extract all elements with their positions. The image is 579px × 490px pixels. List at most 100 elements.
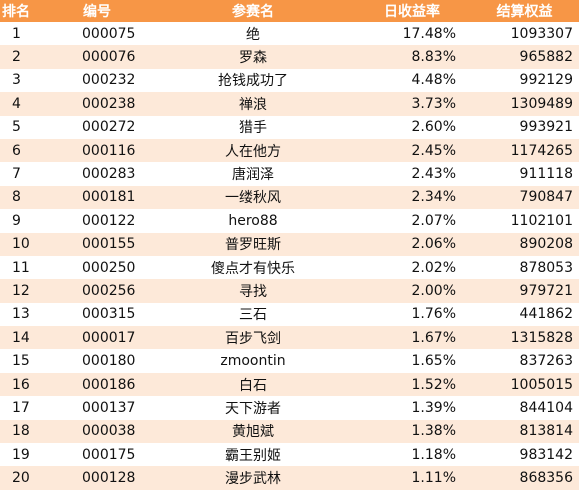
cell-id: 000180 (42, 349, 152, 373)
cell-equity: 1005015 (470, 372, 579, 397)
cell-daily-return: 3.73% (354, 92, 470, 116)
cell-daily-return: 2.00% (354, 279, 470, 303)
cell-equity: 441862 (470, 302, 579, 327)
column-header-rank: 排名 (0, 0, 42, 22)
cell-equity: 1315828 (470, 326, 579, 350)
cell-id: 000250 (42, 255, 152, 280)
cell-daily-return: 1.65% (354, 349, 470, 373)
cell-name: hero88 (152, 209, 354, 233)
cell-daily-return: 1.67% (354, 326, 470, 350)
cell-rank: 19 (0, 443, 42, 467)
cell-rank: 2 (0, 45, 42, 69)
cell-name: 傻点才有快乐 (152, 255, 354, 280)
table-row: 19 000175 霸王别姬 1.18% 983142 (0, 443, 579, 467)
table-row: 15 000180 zmoontin 1.65% 837263 (0, 349, 579, 373)
table-row: 20 000128 漫步武林 1.11% 868356 (0, 466, 579, 490)
table-row: 17 000137 天下游者 1.39% 844104 (0, 396, 579, 420)
cell-daily-return: 1.76% (354, 302, 470, 327)
cell-equity: 868356 (470, 466, 579, 490)
table-row: 13 000315 三石 1.76% 441862 (0, 302, 579, 327)
cell-id: 000272 (42, 115, 152, 139)
column-header-daily-return: 日收益率 (354, 0, 470, 22)
table-row: 8 000181 一缕秋风 2.34% 790847 (0, 185, 579, 210)
table-header: 排名 编号 参赛名 日收益率 结算权益 (0, 0, 579, 22)
cell-daily-return: 4.48% (354, 68, 470, 93)
cell-equity: 813814 (470, 419, 579, 444)
cell-equity: 993921 (470, 115, 579, 139)
cell-rank: 17 (0, 396, 42, 420)
cell-rank: 5 (0, 115, 42, 139)
cell-rank: 10 (0, 232, 42, 256)
table-row: 14 000017 百步飞剑 1.67% 1315828 (0, 326, 579, 350)
cell-rank: 16 (0, 372, 42, 397)
cell-equity: 890208 (470, 232, 579, 256)
cell-daily-return: 8.83% (354, 45, 470, 69)
cell-equity: 965882 (470, 45, 579, 69)
cell-name: 绝 (152, 22, 354, 46)
cell-equity: 979721 (470, 279, 579, 303)
cell-equity: 1174265 (470, 138, 579, 163)
cell-equity: 1102101 (470, 209, 579, 233)
table-row: 12 000256 寻找 2.00% 979721 (0, 279, 579, 303)
cell-name: 漫步武林 (152, 466, 354, 490)
cell-daily-return: 2.02% (354, 255, 470, 280)
cell-rank: 13 (0, 302, 42, 327)
cell-daily-return: 1.18% (354, 443, 470, 467)
cell-equity: 837263 (470, 349, 579, 373)
cell-rank: 6 (0, 138, 42, 163)
table-row: 2 000076 罗森 8.83% 965882 (0, 45, 579, 69)
cell-equity: 1093307 (470, 22, 579, 46)
cell-equity: 983142 (470, 443, 579, 467)
cell-equity: 1309489 (470, 92, 579, 116)
table-row: 4 000238 禅浪 3.73% 1309489 (0, 92, 579, 116)
cell-name: 一缕秋风 (152, 185, 354, 210)
table-row: 3 000232 抢钱成功了 4.48% 992129 (0, 68, 579, 93)
cell-rank: 7 (0, 162, 42, 186)
cell-rank: 15 (0, 349, 42, 373)
table-body: 1 000075 绝 17.48% 1093307 2 000076 罗森 8.83% 96588… (0, 22, 579, 490)
cell-rank: 8 (0, 185, 42, 210)
table-row: 1 000075 绝 17.48% 1093307 (0, 22, 579, 46)
cell-equity: 878053 (470, 255, 579, 280)
table-row: 16 000186 白石 1.52% 1005015 (0, 372, 579, 397)
header-row: 排名 编号 参赛名 日收益率 结算权益 (0, 0, 579, 22)
cell-id: 000175 (42, 443, 152, 467)
cell-id: 000232 (42, 68, 152, 93)
cell-name: zmoontin (152, 349, 354, 373)
cell-id: 000238 (42, 92, 152, 116)
cell-name: 普罗旺斯 (152, 232, 354, 256)
cell-daily-return: 2.07% (354, 209, 470, 233)
cell-equity: 992129 (470, 68, 579, 93)
cell-id: 000076 (42, 45, 152, 69)
cell-id: 000122 (42, 209, 152, 233)
cell-rank: 9 (0, 209, 42, 233)
cell-rank: 20 (0, 466, 42, 490)
cell-name: 寻找 (152, 279, 354, 303)
table-row: 18 000038 黄旭斌 1.38% 813814 (0, 419, 579, 444)
cell-rank: 3 (0, 68, 42, 93)
cell-id: 000315 (42, 302, 152, 327)
cell-rank: 4 (0, 92, 42, 116)
cell-id: 000038 (42, 419, 152, 444)
cell-daily-return: 2.45% (354, 138, 470, 163)
cell-id: 000137 (42, 396, 152, 420)
cell-id: 000128 (42, 466, 152, 490)
cell-id: 000283 (42, 162, 152, 186)
cell-name: 猎手 (152, 115, 354, 139)
cell-name: 白石 (152, 372, 354, 397)
cell-equity: 844104 (470, 396, 579, 420)
table-row: 9 000122 hero88 2.07% 1102101 (0, 209, 579, 233)
column-header-name: 参赛名 (152, 0, 354, 22)
cell-daily-return: 2.06% (354, 232, 470, 256)
cell-name: 唐润泽 (152, 162, 354, 186)
cell-rank: 12 (0, 279, 42, 303)
table-row: 5 000272 猎手 2.60% 993921 (0, 115, 579, 139)
cell-id: 000181 (42, 185, 152, 210)
cell-daily-return: 1.11% (354, 466, 470, 490)
cell-name: 黄旭斌 (152, 419, 354, 444)
cell-id: 000116 (42, 138, 152, 163)
table-row: 6 000116 人在他方 2.45% 1174265 (0, 138, 579, 163)
cell-daily-return: 2.34% (354, 185, 470, 210)
cell-id: 000075 (42, 22, 152, 46)
